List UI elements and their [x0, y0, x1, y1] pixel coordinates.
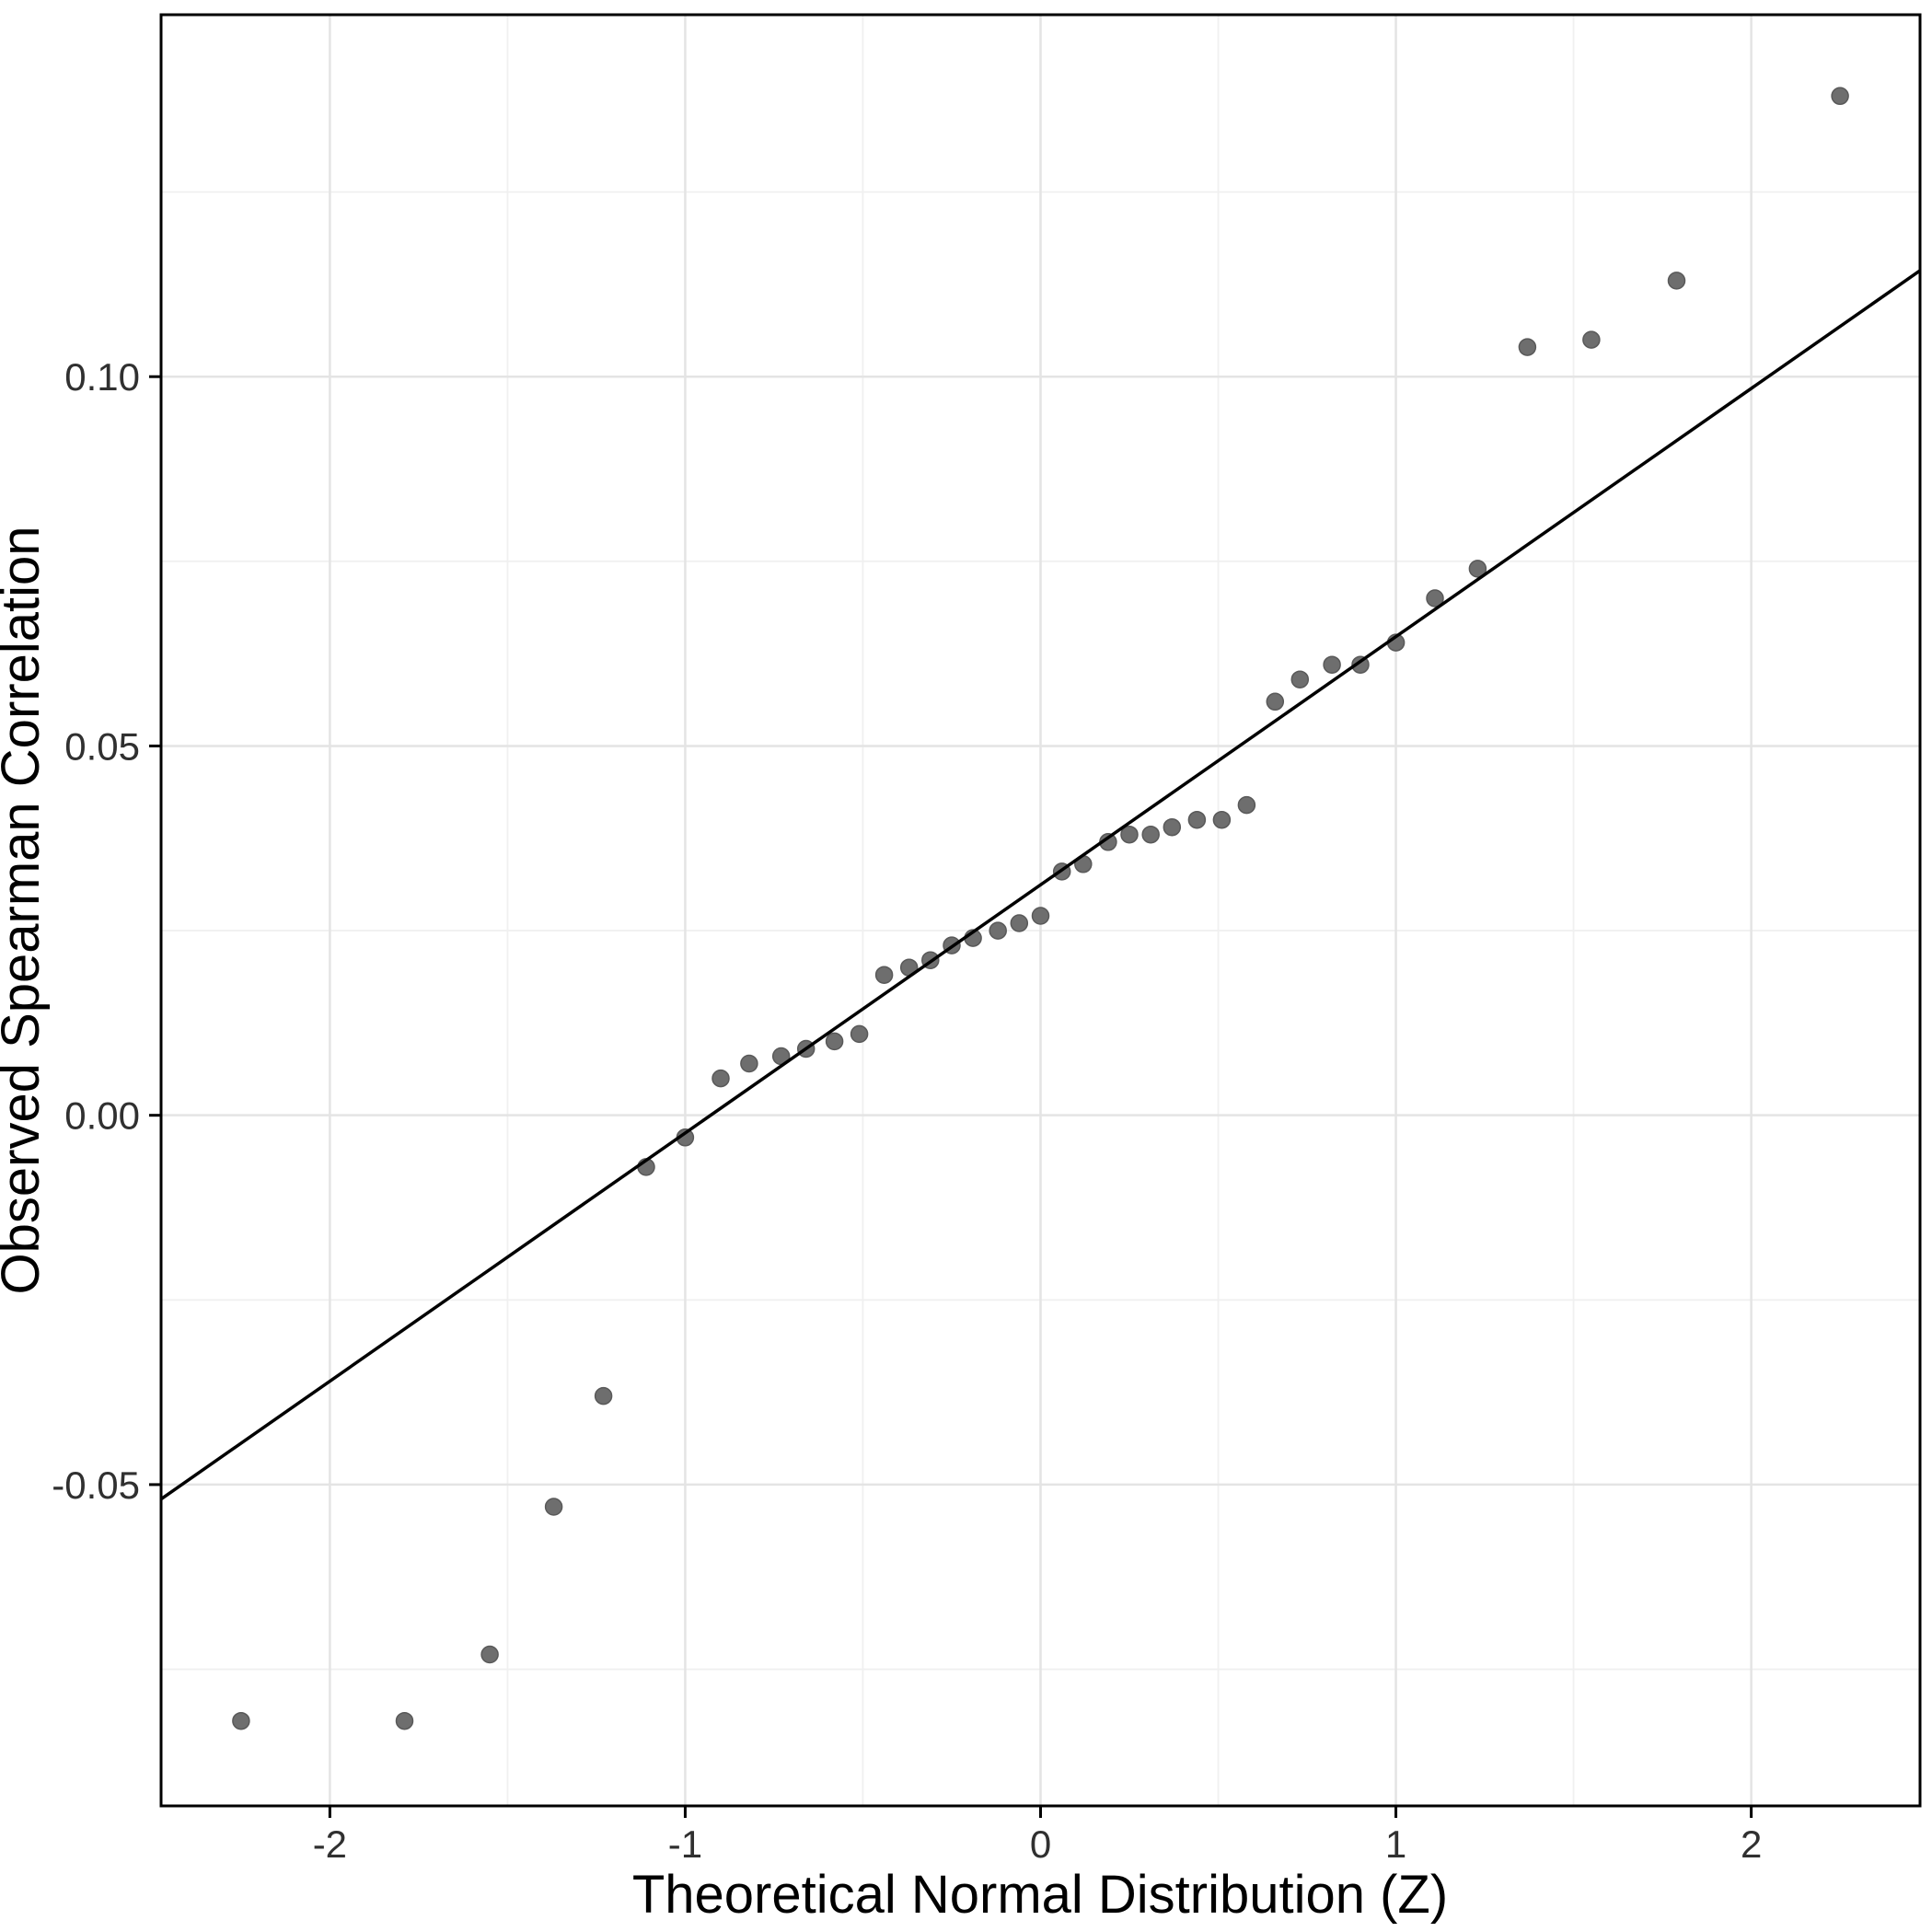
y-axis-tick-marks	[149, 375, 161, 1487]
data-point	[1237, 795, 1256, 815]
data-point	[1667, 272, 1686, 290]
y-tick-label: -0.05	[52, 1463, 140, 1507]
x-axis-tick-labels: -2 -1 0 1 2	[313, 1822, 1763, 1866]
data-point	[1187, 810, 1207, 829]
data-point	[825, 1032, 844, 1051]
data-point	[1010, 914, 1029, 932]
data-point	[1163, 817, 1182, 837]
data-point	[740, 1054, 758, 1073]
data-point	[1031, 907, 1050, 925]
y-axis-title: Observed Spearman Correlation	[0, 526, 51, 1295]
x-tick-label: 1	[1385, 1822, 1406, 1866]
x-tick-label: 2	[1741, 1822, 1762, 1866]
y-tick-label: 0.05	[64, 724, 140, 768]
data-point	[1120, 825, 1139, 844]
y-tick-label: 0.10	[64, 355, 140, 399]
data-point	[544, 1498, 563, 1516]
data-point	[480, 1645, 499, 1664]
data-point	[1518, 338, 1537, 356]
data-point	[594, 1386, 613, 1406]
data-point	[1426, 589, 1444, 607]
data-point	[395, 1711, 414, 1730]
data-point	[1323, 655, 1341, 674]
x-tick-label: 0	[1030, 1822, 1051, 1866]
data-point	[1212, 810, 1232, 829]
data-point	[1831, 87, 1849, 106]
reference-line	[159, 269, 1922, 1501]
x-axis-title: Theoretical Normal Distribution (Z)	[632, 1865, 1448, 1925]
data-point	[1266, 692, 1285, 711]
x-axis-tick-marks	[328, 1806, 1753, 1818]
data-point	[711, 1069, 730, 1088]
data-point	[989, 921, 1007, 940]
x-tick-label: -2	[313, 1822, 347, 1866]
grid-major-lines	[161, 15, 1920, 1806]
data-point	[1351, 655, 1370, 674]
y-axis-tick-labels: 0.10 0.05 0.00 -0.05	[52, 355, 140, 1507]
x-tick-label: -1	[668, 1822, 702, 1866]
data-point	[1582, 330, 1601, 349]
data-point	[874, 966, 894, 984]
y-tick-label: 0.00	[64, 1094, 140, 1138]
data-point	[1290, 670, 1310, 688]
data-point	[850, 1024, 869, 1044]
scatter-points	[232, 87, 1849, 1730]
data-point	[1468, 560, 1487, 578]
data-point	[1141, 825, 1160, 844]
data-point	[232, 1711, 250, 1730]
